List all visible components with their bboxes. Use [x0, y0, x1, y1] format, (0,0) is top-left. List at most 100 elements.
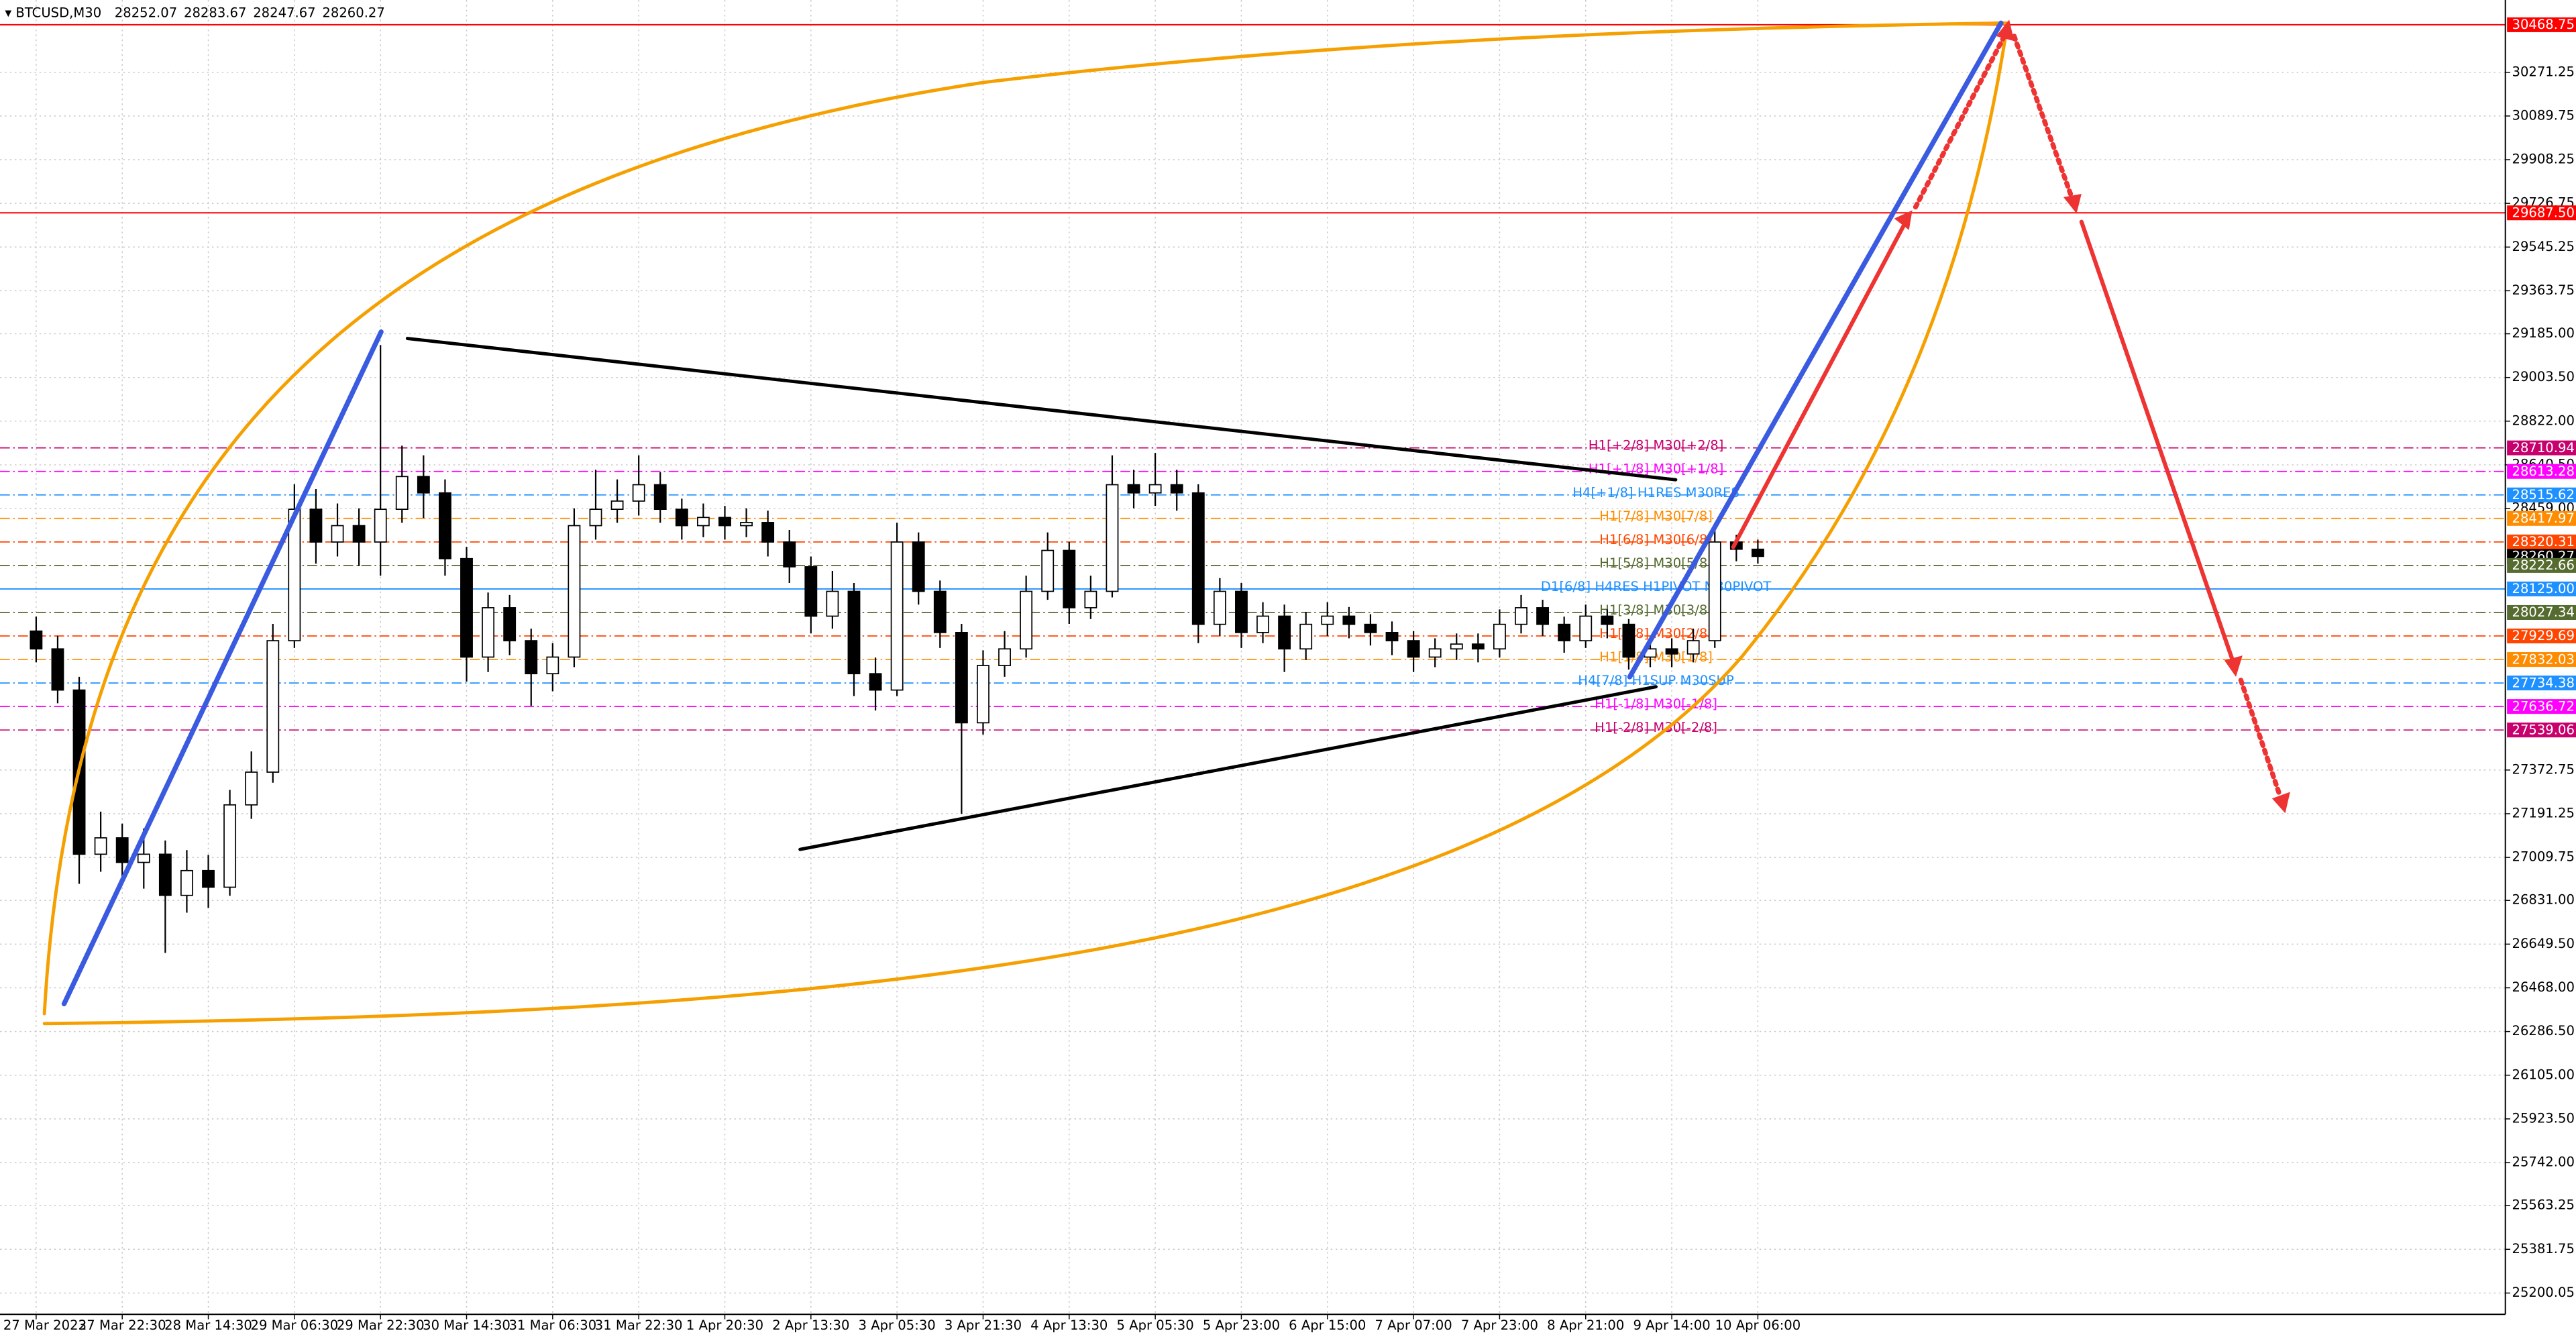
- price-box-label: 27929.69: [2512, 628, 2574, 643]
- header-value: 28247.67: [253, 5, 315, 20]
- x-tick-label: 3 Apr 05:30: [859, 1318, 936, 1333]
- price-box: [2507, 676, 2576, 691]
- candle-body: [266, 640, 280, 773]
- candle-body: [653, 484, 667, 511]
- candle-body: [1213, 590, 1226, 625]
- y-tick-label: 29003.50: [2512, 369, 2574, 384]
- candle-body: [1407, 640, 1420, 658]
- price-box: [2507, 487, 2576, 502]
- level-label: H1[6/8] M30[6/8]: [1599, 532, 1713, 547]
- price-box: [2507, 557, 2576, 573]
- forecast-arrow: [2238, 678, 2283, 800]
- chart-header: ▾ BTCUSD,M30 28252.07 28283.67 28247.67 2826…: [5, 5, 385, 20]
- price-box: [2507, 17, 2576, 32]
- price-box-label: 28710.94: [2512, 440, 2574, 456]
- candle-body: [568, 525, 581, 658]
- candle-body: [1148, 484, 1162, 494]
- candle-body: [1751, 548, 1764, 557]
- candle-body: [1536, 607, 1550, 625]
- candle-body: [847, 590, 861, 675]
- x-tick-label: 31 Mar 06:30: [508, 1318, 596, 1333]
- arrow-head: [1996, 19, 2015, 42]
- trend-line: [61, 329, 384, 1007]
- x-tick-label: 10 Apr 06:00: [1715, 1318, 1801, 1333]
- price-box-label: 28515.62: [2512, 487, 2574, 502]
- candle-body: [1493, 623, 1506, 650]
- price-box: [2507, 464, 2576, 479]
- candle-body: [438, 492, 451, 559]
- candle-body: [998, 648, 1011, 666]
- candle-body: [1191, 492, 1205, 625]
- price-box-label: 28222.66: [2512, 557, 2574, 573]
- candle-body: [912, 541, 925, 592]
- candle-body: [740, 522, 753, 527]
- price-box-label: 28417.97: [2512, 511, 2574, 526]
- y-tick-label: 29545.25: [2512, 239, 2574, 254]
- candle-body: [1385, 632, 1399, 641]
- price-box: [2507, 581, 2576, 596]
- level-label: H1[-2/8] M30[-2/8]: [1595, 720, 1717, 735]
- candle-body: [783, 541, 796, 568]
- candle-body: [503, 607, 517, 641]
- x-tick-label: 28 Mar 14:30: [164, 1318, 252, 1333]
- x-tick-label: 7 Apr 07:00: [1375, 1318, 1452, 1333]
- candle-body: [1084, 590, 1097, 608]
- price-box: [2507, 205, 2576, 221]
- candle-body: [352, 525, 366, 543]
- candle-body: [869, 673, 882, 691]
- price-box-label: 29687.50: [2512, 205, 2574, 220]
- candle-body: [1020, 590, 1033, 650]
- candle-body: [804, 566, 818, 617]
- candle-body: [309, 508, 323, 543]
- candle-body: [223, 804, 237, 888]
- candle-body: [30, 630, 43, 650]
- candle-body: [1558, 623, 1571, 641]
- header-value: 28283.67: [184, 5, 246, 20]
- price-box-label: 28125.00: [2512, 581, 2574, 596]
- price-box-label: 28613.28: [2512, 464, 2574, 479]
- level-label: H4[+1/8] H1RES M30RES: [1572, 485, 1739, 500]
- fibo-arc: [42, 21, 2010, 1026]
- y-tick-label: 26286.50: [2512, 1023, 2574, 1038]
- candle-body: [610, 500, 624, 511]
- forecast-arrow: [1731, 219, 1908, 549]
- x-tick-label: 30 Mar 14:30: [423, 1318, 511, 1333]
- candle-body: [955, 632, 968, 724]
- level-label: H1[+2/8] M30[+2/8]: [1589, 438, 1724, 453]
- candle-body: [482, 607, 495, 658]
- candle-body: [1256, 615, 1269, 633]
- candle-body: [460, 557, 473, 658]
- level-label: H1[-1/8] M30[-1/8]: [1595, 696, 1717, 712]
- candle-body: [761, 522, 775, 543]
- level-label: H1[3/8] M30[3/8]: [1599, 602, 1713, 618]
- candle-body: [1299, 623, 1313, 650]
- y-tick-label: 29185.00: [2512, 325, 2574, 341]
- trend-line: [405, 337, 1678, 482]
- x-tick-label: 4 Apr 13:30: [1030, 1318, 1108, 1333]
- y-tick-label: 28822.00: [2512, 413, 2574, 428]
- price-box-label: 27636.72: [2512, 698, 2574, 714]
- y-tick-label: 25381.75: [2512, 1241, 2574, 1256]
- x-tick-label: 29 Mar 22:30: [337, 1318, 425, 1333]
- forecast-arrow: [2011, 34, 2074, 200]
- candle-body: [1278, 615, 1291, 650]
- x-tick-label: 6 Apr 15:00: [1289, 1318, 1366, 1333]
- header-value: 28260.27: [322, 5, 384, 20]
- price-box-label: 27539.06: [2512, 722, 2574, 737]
- level-label: H4[7/8] H1SUP M30SUP: [1578, 673, 1734, 688]
- candle-body: [1428, 648, 1442, 658]
- candle-body: [331, 525, 344, 543]
- candle-body: [546, 656, 559, 675]
- level-label: H1[7/8] M30[7/8]: [1599, 508, 1713, 524]
- candle-body: [245, 771, 258, 806]
- x-tick-label: 27 Mar 2023: [3, 1318, 87, 1333]
- y-tick-label: 25563.25: [2512, 1197, 2574, 1213]
- candle-body: [525, 640, 538, 675]
- price-box: [2507, 440, 2576, 456]
- candle-body: [417, 476, 430, 494]
- price-box-label: 27734.38: [2512, 675, 2574, 690]
- price-box: [2507, 628, 2576, 644]
- y-tick-label: 25742.00: [2512, 1155, 2574, 1170]
- candle-body: [632, 484, 645, 502]
- y-tick-label: 30089.75: [2512, 107, 2574, 123]
